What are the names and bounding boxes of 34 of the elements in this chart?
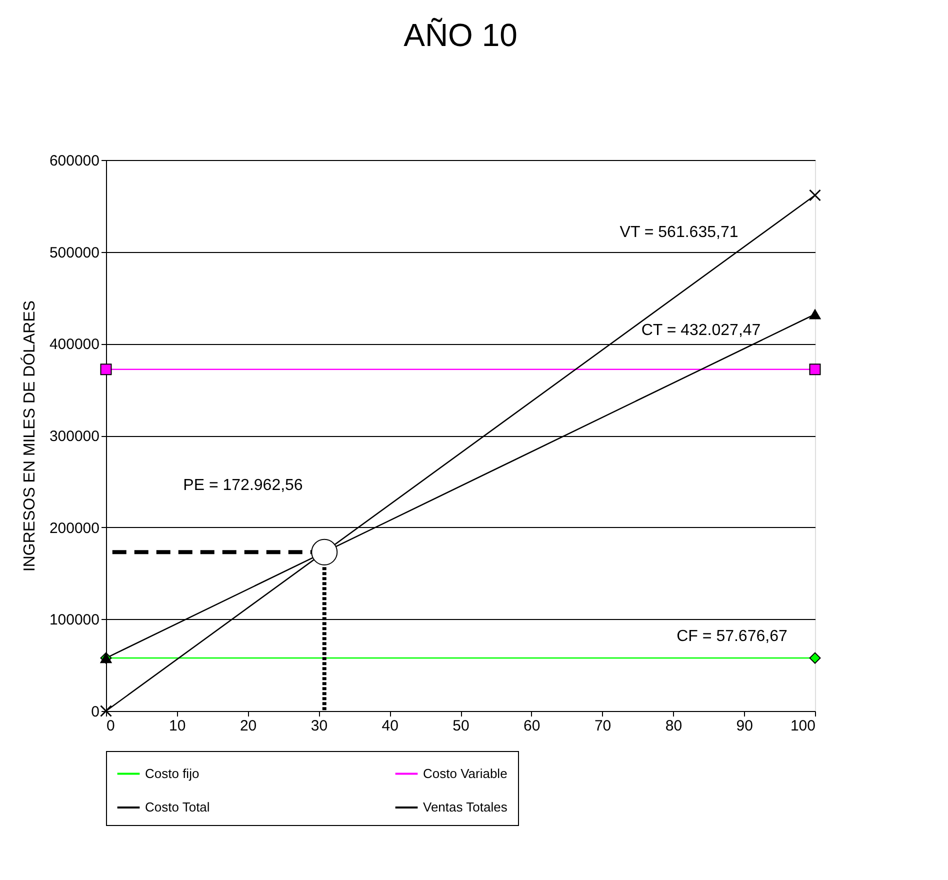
x-tick-label: 20 [240,718,257,734]
y-axis-title: INGRESOS EN MILES DE DÓLARES [20,300,38,572]
x-tick-label: 70 [594,718,612,734]
annotation: CF = 57.676,67 [676,628,788,645]
annotation: CT = 432.027,47 [641,322,761,339]
x-tick-label: 30 [310,718,328,734]
x-tick-label: 100 [790,718,816,734]
annotation: PE = 172.962,56 [183,477,303,494]
x-tick-label: 0 [106,718,115,734]
y-tick-label: 400000 [49,336,100,354]
y-tick-label: 600000 [49,152,100,170]
point [100,364,112,376]
x-tick-label: 10 [169,718,186,734]
legend-label: Ventas Totales [423,800,508,814]
point [100,705,112,717]
y-tick-label: 200000 [49,520,100,537]
point [809,189,821,202]
x-tick-label: 90 [736,718,753,734]
legend-label: Costo fijo [145,766,200,781]
x-tick-label: 50 [452,718,470,734]
point [311,538,338,566]
y-tick-label: 100000 [49,612,100,629]
x-tick-label: 40 [382,718,398,734]
point [809,364,821,376]
legend-label: Costo Total [145,800,210,814]
legend-label: Costo Variable [423,766,508,781]
y-tick-label: 0 [91,704,100,720]
point [809,652,821,664]
x-tick-label: 60 [524,718,540,734]
chart-title: AÑO 10 [404,17,518,53]
x-tick-label: 80 [665,718,682,734]
annotation: VT = 561.635,71 [620,224,738,241]
y-tick-label: 300000 [49,428,100,445]
y-tick-label: 500000 [49,244,100,262]
